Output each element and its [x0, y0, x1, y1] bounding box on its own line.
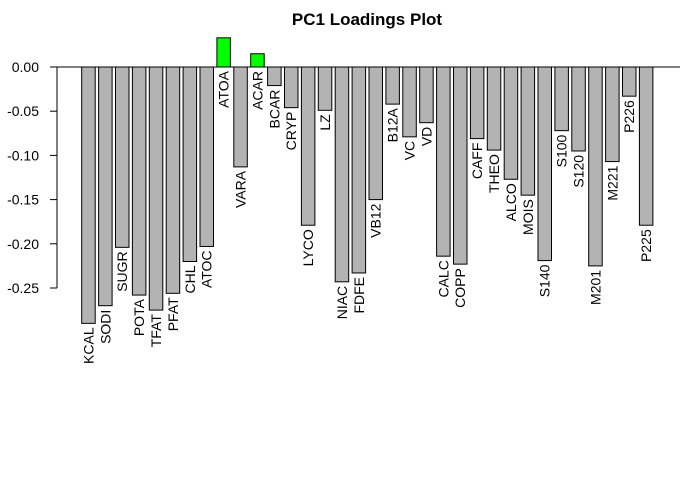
x-tick-label: VD	[418, 127, 434, 146]
x-tick-label: BCAR	[266, 90, 282, 129]
bar	[436, 66, 451, 257]
bar	[419, 66, 434, 124]
x-tick-label: CAFF	[469, 143, 485, 180]
bar	[199, 66, 214, 247]
bar	[588, 66, 603, 267]
bar	[182, 66, 198, 262]
x-tick-label: S100	[554, 134, 570, 167]
bar	[300, 66, 316, 226]
x-tick-label: ACAR	[249, 71, 265, 110]
bar	[554, 66, 569, 132]
bar	[486, 66, 502, 151]
y-tick-label: 0.00	[12, 59, 39, 75]
bar	[469, 66, 485, 140]
x-tick-label: KCAL	[80, 327, 96, 364]
x-tick-label: P225	[638, 229, 654, 262]
bar	[284, 66, 299, 109]
x-tick-label: NIAC	[334, 286, 350, 319]
x-tick-label: LZ	[317, 114, 333, 131]
x-tick-label: CALC	[435, 260, 451, 297]
x-tick-label: CRYP	[283, 112, 299, 151]
bar	[334, 66, 350, 283]
x-tick-label: P226	[621, 100, 637, 133]
bar	[402, 66, 417, 138]
bar	[165, 66, 181, 294]
x-tick-label: VARA	[233, 170, 249, 208]
bar	[216, 37, 231, 68]
bar	[98, 66, 113, 307]
x-tick-label: TFAT	[148, 314, 164, 348]
bar	[571, 66, 586, 152]
x-tick-label: SODI	[97, 310, 113, 344]
y-tick-label: -0.10	[7, 147, 39, 163]
x-tick-label: B12A	[385, 107, 401, 142]
bar	[148, 66, 164, 311]
bar	[115, 66, 130, 248]
x-tick-label: MOIS	[520, 199, 536, 235]
bar	[385, 66, 400, 105]
x-tick-label: M201	[587, 270, 603, 305]
y-tick-label: -0.15	[7, 192, 39, 208]
bar	[131, 66, 147, 296]
x-tick-label: ATOC	[199, 250, 215, 288]
bar	[622, 66, 637, 97]
bar	[250, 53, 265, 68]
bar	[453, 66, 468, 265]
x-tick-label: CHL	[182, 265, 198, 293]
bar	[81, 66, 96, 324]
bar	[233, 66, 248, 168]
x-tick-label: PFAT	[165, 297, 181, 331]
x-tick-label: S140	[537, 264, 553, 297]
y-tick-label: -0.20	[7, 236, 39, 252]
x-tick-label: THEO	[486, 154, 502, 193]
x-tick-label: COPP	[452, 268, 468, 308]
bar	[368, 66, 383, 201]
bar	[537, 66, 552, 262]
x-tick-label: LYCO	[300, 229, 316, 266]
bar	[503, 66, 519, 180]
x-tick-label: VC	[402, 141, 418, 160]
bar	[267, 66, 282, 87]
bar	[638, 66, 654, 226]
bar	[520, 66, 536, 196]
bar	[605, 66, 620, 163]
bar	[317, 66, 333, 111]
chart-title: PC1 Loadings Plot	[292, 10, 443, 29]
y-tick-label: -0.05	[7, 103, 39, 119]
x-tick-label: ALCO	[503, 183, 519, 221]
x-tick-label: FDFE	[351, 277, 367, 314]
x-tick-label: POTA	[131, 298, 147, 336]
x-tick-label: M221	[604, 165, 620, 200]
x-tick-label: VB12	[368, 203, 384, 237]
x-tick-label: S120	[571, 155, 587, 188]
bar	[351, 66, 367, 274]
x-tick-label: ATOA	[216, 70, 232, 107]
x-tick-label: SUGR	[114, 251, 130, 291]
y-tick-label: -0.25	[7, 280, 39, 296]
